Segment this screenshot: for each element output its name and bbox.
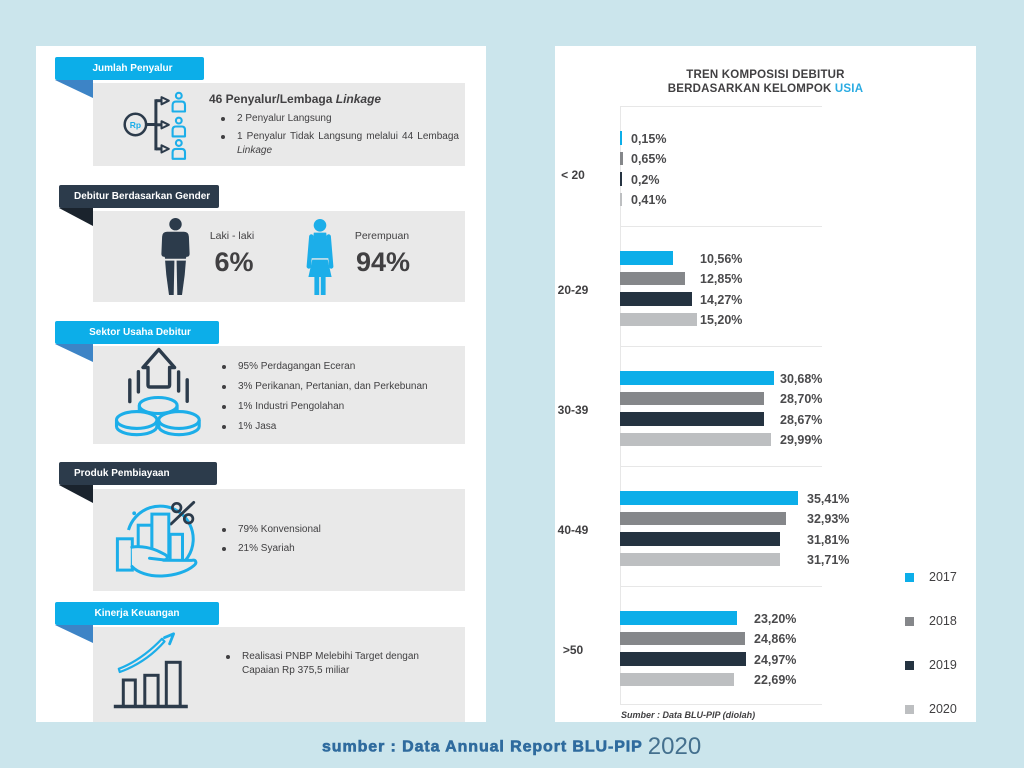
svg-text:Rp: Rp — [130, 120, 141, 130]
